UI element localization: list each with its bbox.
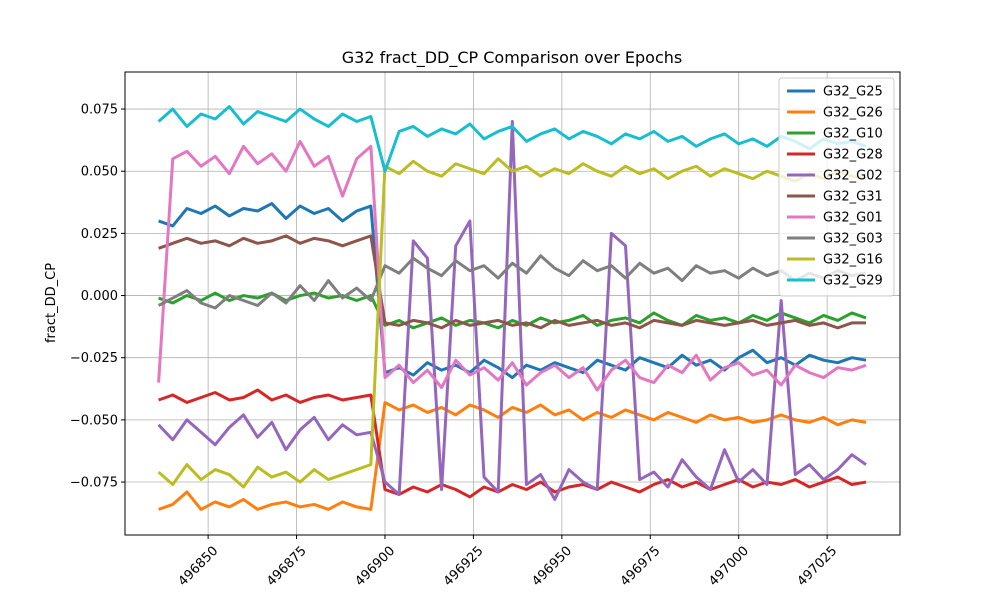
x-tick-label: 496950 (529, 544, 575, 590)
series-line (158, 202, 867, 380)
x-tick-label: 497000 (706, 544, 752, 590)
x-tick-label: 497025 (795, 544, 841, 590)
x-tick-label: 496900 (352, 544, 398, 590)
series-line (157, 254, 867, 310)
chart-title: G32 fract_DD_CP Comparison over Epochs (342, 48, 682, 68)
y-tick-label: −0.075 (70, 476, 118, 491)
series-line (158, 388, 867, 499)
series-line (157, 139, 867, 392)
y-axis-label: fract_DD_CP (44, 263, 59, 343)
legend-label: G32_G02 (823, 169, 883, 184)
series-line (158, 400, 867, 511)
legend-label: G32_G01 (823, 211, 883, 226)
series-line (158, 234, 867, 330)
legend-label: G32_G03 (823, 232, 883, 247)
y-tick-label: 0.075 (81, 103, 118, 118)
y-tick-label: 0.025 (81, 227, 118, 242)
x-tick-label: 496975 (618, 544, 664, 590)
series-line (157, 105, 867, 173)
legend-label: G32_G31 (823, 190, 883, 205)
legend-label: G32_G29 (823, 274, 883, 289)
x-tick-label: 496875 (264, 544, 310, 590)
x-tick-label: 496850 (176, 544, 222, 590)
legend-label: G32_G28 (823, 148, 883, 163)
y-tick-label: −0.025 (70, 351, 118, 366)
legend-label: G32_G10 (823, 127, 883, 142)
series-line (157, 157, 867, 489)
x-tick-label: 496925 (441, 544, 487, 590)
y-tick-label: −0.050 (70, 413, 118, 428)
y-tick-label: 0.050 (81, 165, 118, 180)
y-tick-label: 0.000 (81, 289, 118, 304)
series-line (157, 119, 867, 501)
legend-label: G32_G26 (823, 106, 883, 121)
plot-frame (124, 71, 901, 536)
legend-label: G32_G16 (823, 253, 883, 268)
legend-label: G32_G25 (823, 85, 883, 100)
